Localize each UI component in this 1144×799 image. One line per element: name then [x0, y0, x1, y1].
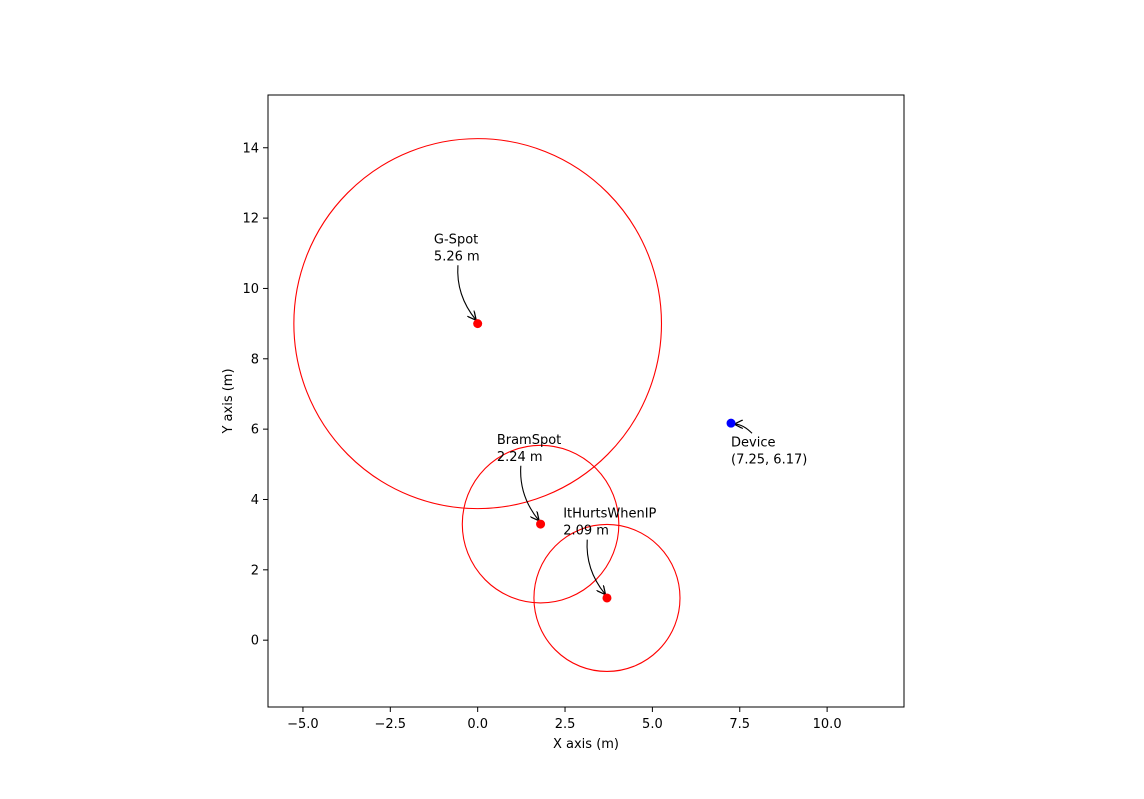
anchor-point-g-spot: [473, 319, 483, 329]
anchor-point-bramspot: [536, 519, 546, 529]
annotation-arrow: [586, 539, 605, 594]
device-point: [726, 418, 736, 428]
anchor-distance-label: 2.24 m: [497, 450, 543, 465]
x-tick-label: 7.5: [729, 717, 750, 732]
annotation-arrow: [457, 265, 476, 319]
y-tick-label: 4: [251, 493, 259, 508]
x-tick-label: 2.5: [555, 717, 576, 732]
y-tick-label: 10: [242, 282, 259, 297]
x-tick-label: 5.0: [642, 717, 663, 732]
anchor-name-label: BramSpot: [497, 433, 561, 448]
y-tick-label: 0: [251, 634, 259, 649]
device-name-label: Device: [731, 435, 775, 450]
anchor-point-ithurtswhenip: [602, 593, 612, 603]
y-tick-label: 14: [242, 141, 259, 156]
y-axis: 0 2 4 6 8 10 12 14: [242, 141, 268, 649]
y-tick-label: 2: [251, 563, 259, 578]
plot-frame: [267, 94, 905, 708]
plot-area: [267, 94, 905, 708]
range-circle-g-spot: [293, 138, 663, 510]
x-axis-label: X axis (m): [553, 737, 619, 752]
range-circles: [293, 138, 681, 673]
y-tick-label: 8: [251, 352, 259, 367]
anchor-name-label: G-Spot: [434, 232, 478, 247]
x-tick-label: −2.5: [375, 717, 407, 732]
anchor-distance-label: 2.09 m: [563, 524, 609, 539]
x-tick-label: 0.0: [467, 717, 488, 732]
annotation-arrow: [520, 465, 539, 520]
y-tick-label: 12: [242, 212, 259, 227]
device-annotation-arrow: [735, 424, 753, 434]
anchor-distance-label: 5.26 m: [434, 249, 480, 264]
range-circle-ithurtswhenip: [533, 523, 681, 673]
y-axis-label: Y axis (m): [221, 368, 236, 434]
y-tick-label: 6: [251, 423, 259, 438]
annotations: G-Spot 5.26 m BramSpot 2.24 m ItHurtsWhenIP 2…: [434, 232, 807, 594]
anchor-name-label: ItHurtsWhenIP: [563, 507, 656, 522]
points: [473, 319, 736, 603]
x-axis: −5.0 −2.5 0.0 2.5 5.0 7.5 10.0: [287, 707, 842, 732]
range-circle-bramspot: [461, 444, 620, 604]
x-tick-label: −5.0: [287, 717, 319, 732]
x-tick-label: 10.0: [813, 717, 842, 732]
device-coord-label: (7.25, 6.17): [731, 452, 807, 467]
